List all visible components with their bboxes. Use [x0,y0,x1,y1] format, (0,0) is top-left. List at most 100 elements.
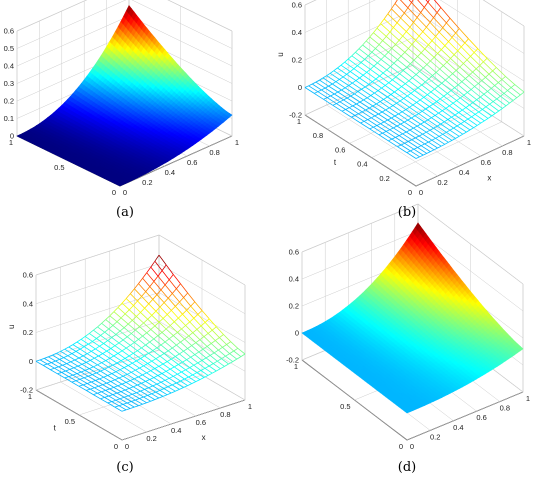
mesh-line-t-c [203,375,209,378]
mesh-line-t-b [425,78,430,83]
mesh-line-t-b [463,59,468,64]
mesh-line-t-b [321,87,326,91]
mesh-line-x-b [398,135,409,142]
mesh-line-t-c [211,326,217,331]
mesh-line-t-b [382,69,388,74]
mesh-line-t-b [343,97,348,101]
mesh-line-x-c [175,356,183,363]
mesh-line-t-c [114,342,120,347]
mesh-line-t-c [143,395,148,398]
mesh-line-t-c [232,358,238,362]
mesh-line-x-c [173,335,181,343]
mesh-line-t-b [456,123,462,127]
mesh-line-t-c [203,333,209,337]
mesh-line-t-b [448,73,453,78]
mesh-line-t-c [135,367,140,371]
mesh-line-x-b [377,90,388,98]
mesh-line-x-b [409,129,420,137]
mesh-line-x-b [364,58,375,67]
mesh-line-x-c [113,311,122,319]
mesh-line-t-c [220,366,225,370]
mesh-line-x-b [446,22,456,34]
t-tick-label-a: 1 [9,138,13,147]
mesh-line-x-b [388,82,399,90]
mesh-line-t-c [177,328,182,333]
mesh-line-t-b [437,145,442,149]
mesh-line-x-b [365,109,376,117]
mesh-line-t-c [86,350,92,355]
mesh-line-t-b [333,67,338,72]
mesh-line-t-c [113,385,119,388]
mesh-line-t-c [214,349,219,354]
mesh-line-x-b [455,70,466,79]
mesh-line-x-b [394,91,404,99]
mesh-line-x-b [392,79,402,87]
mesh-line-t-c [168,274,174,281]
mesh-line-x-b [378,44,389,53]
mesh-line-x-c [138,376,146,382]
mesh-line-t-c [172,382,177,386]
mesh-line-x-c [78,357,87,363]
mesh-line-t-b [421,108,427,112]
mesh-line-t-b [417,52,422,57]
mesh-line-x-b [381,87,392,95]
mesh-line-x-c [104,397,113,402]
x-tick-label-d: 0.8 [500,404,510,413]
mesh-line-t-c [184,376,189,380]
mesh-line-t-b [304,85,309,88]
mesh-line-t-b [404,141,409,144]
mesh-line-x-b [492,70,503,80]
mesh-line-t-c [156,381,162,385]
mesh-line-x-c [89,333,97,339]
mesh-line-x-b [465,78,475,87]
mesh-line-x-c [163,302,172,311]
mesh-line-x-c [119,398,128,404]
mesh-line-x-c [91,350,99,357]
mesh-line-t-b [467,89,472,93]
mesh-line-t-c [174,364,179,368]
t-tick-label-b: 0.2 [379,174,389,183]
mesh-line-t-c [124,309,130,315]
mesh-line-x-b [406,66,417,75]
mesh-line-t-c [85,368,90,371]
mesh-line-t-c [142,372,147,376]
mesh-line-t-b [315,79,320,83]
mesh-line-t-c [154,321,160,327]
mesh-line-t-b [379,72,384,77]
mesh-line-x-c [160,289,169,299]
mesh-line-t-c [116,360,122,364]
mesh-line-t-b [334,91,339,95]
mesh-line-x-c [140,358,148,364]
mesh-line-t-c [150,325,156,330]
mesh-line-t-b [375,75,380,80]
mesh-line-t-c [193,362,199,366]
mesh-line-t-c [113,353,119,357]
mesh-line-x-b [453,54,464,64]
mesh-line-x-c [171,310,179,319]
mesh-line-x-b [398,39,409,49]
mesh-line-x-b [380,123,391,131]
mesh-line-t-b [383,96,388,100]
mesh-line-t-b [397,86,402,90]
mesh-line-x-b [382,132,393,140]
mesh-line-x-c [202,348,211,356]
mesh-line-x-b [419,99,430,107]
mesh-line-t-c [229,350,234,354]
mesh-line-t-b [337,89,342,93]
mesh-line-x-c [147,363,156,369]
mesh-line-t-b [380,55,385,60]
mesh-line-x-c [174,321,182,330]
mesh-line-x-c [93,329,101,336]
mesh-line-x-c [94,357,102,364]
mesh-line-x-b [372,105,383,113]
mesh-line-t-b [465,75,470,79]
mesh-line-t-c [188,332,194,337]
mesh-line-t-c [140,355,145,359]
mesh-line-t-b [362,40,367,46]
mesh-line-x-c [101,391,109,397]
t-gridline-d [406,391,524,441]
x-tick-label-c: 0.2 [146,434,156,443]
mesh-line-x-b [434,115,445,123]
mesh-line-x-b [445,107,456,116]
mesh-line-t-c [79,346,85,350]
